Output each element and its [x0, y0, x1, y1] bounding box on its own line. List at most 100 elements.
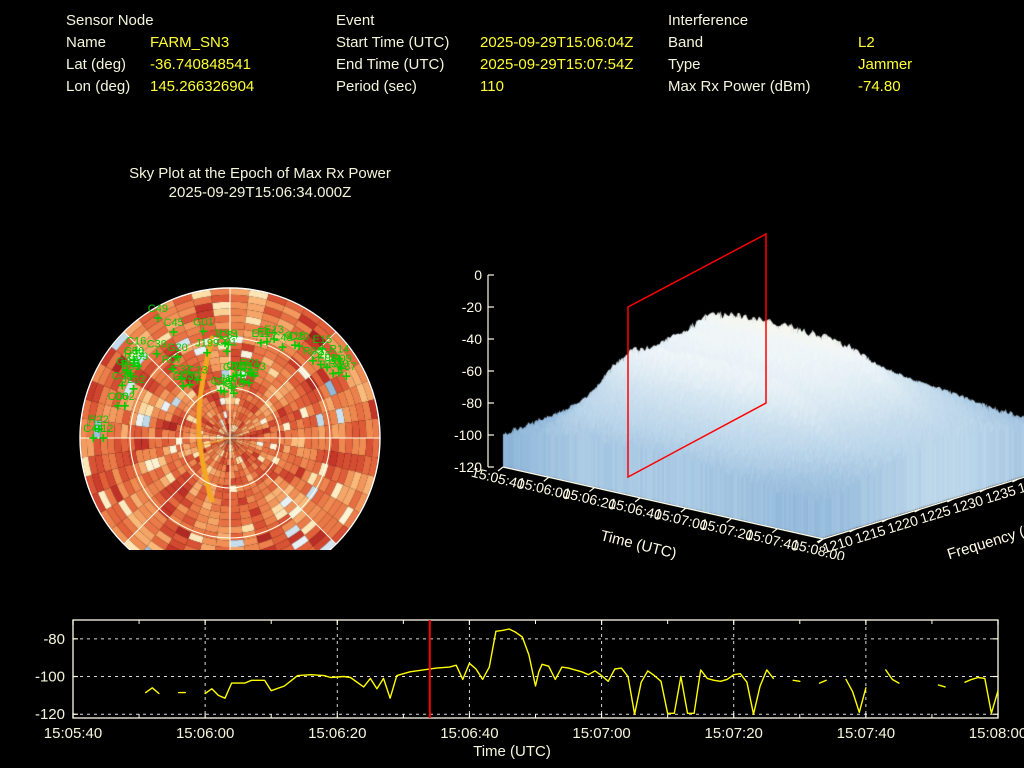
svg-text:15:05:40: 15:05:40 [44, 725, 102, 742]
sky-plot-canvas-wrap[interactable]: C45 G01 J19S E15 G20 E11 E04 R04 C09 C35 G07 C30 C16… [60, 220, 460, 550]
svg-text:C30: C30 [124, 345, 144, 357]
svg-text:J193: J193 [242, 361, 266, 373]
svg-text:-120: -120 [454, 459, 482, 475]
svg-text:G20: G20 [167, 342, 188, 354]
svg-text:-80: -80 [462, 395, 482, 411]
header-key: Period (sec) [336, 78, 417, 95]
svg-text:R04: R04 [121, 359, 141, 371]
svg-text:C48: C48 [272, 332, 292, 344]
svg-text:-120: -120 [35, 706, 65, 723]
svg-text:C20: C20 [289, 331, 309, 343]
svg-text:C39: C39 [147, 339, 167, 351]
svg-text:G18: G18 [224, 378, 245, 390]
svg-text:15:07:40: 15:07:40 [837, 725, 895, 742]
svg-text:C03: C03 [227, 360, 247, 372]
svg-text:-100: -100 [454, 427, 482, 443]
header-column-event: Event Start Time (UTC) 2025-09-29T15:06:… [336, 10, 633, 98]
waterfall-surface [420, 160, 1024, 560]
header-key: End Time (UTC) [336, 56, 445, 73]
power-plot-canvas [0, 575, 1024, 768]
svg-text:C06: C06 [108, 391, 128, 403]
svg-text:C08: C08 [211, 376, 231, 388]
svg-text:Frequency (MHz): Frequency (MHz) [945, 513, 1024, 560]
header-column-interference: Interference Band L2 Type Jammer Max Rx … [668, 10, 912, 98]
svg-text:-40: -40 [462, 331, 482, 347]
header-row: Lat (deg) -36.740848541 [66, 54, 251, 76]
svg-text:1225: 1225 [918, 502, 953, 526]
svg-text:E13: E13 [264, 324, 284, 336]
header-value: 2025-09-29T15:07:54Z [480, 56, 634, 73]
header-value: 145.266326904 [150, 78, 255, 95]
header-key: Type [668, 56, 701, 73]
svg-text:C34: C34 [218, 330, 238, 342]
svg-text:-60: -60 [462, 363, 482, 379]
svg-text:C45: C45 [164, 317, 184, 329]
svg-text:R23: R23 [124, 348, 144, 360]
svg-text:R14: R14 [329, 344, 349, 356]
sky-plot-panel: Sky Plot at the Epoch of Max Rx Power 20… [60, 160, 460, 560]
svg-text:G03: G03 [173, 371, 194, 383]
header-group-title: Interference [668, 12, 749, 29]
svg-text:-20: -20 [462, 299, 482, 315]
svg-text:E15: E15 [313, 334, 333, 346]
header-value: -36.740848541 [150, 56, 251, 73]
svg-text:-80: -80 [43, 631, 65, 648]
svg-text:C32: C32 [172, 363, 192, 375]
svg-text:G04: G04 [223, 361, 244, 373]
header-key: Name [66, 34, 107, 51]
svg-text:G07: G07 [116, 356, 137, 368]
svg-text:-100: -100 [35, 669, 65, 686]
waterfall-plot-panel: Waterfall Plot PSD (dBm) 0-20-40-60-80-1… [420, 160, 1024, 560]
svg-text:C49: C49 [148, 303, 168, 315]
svg-text:R05: R05 [303, 346, 323, 358]
header-key: Lon (deg) [66, 78, 131, 95]
header-row: Period (sec) 110 [336, 76, 504, 98]
svg-text:15:07:00: 15:07:00 [572, 725, 630, 742]
svg-text:1215: 1215 [853, 522, 888, 546]
power-x-axis-label: Time (UTC) [473, 743, 551, 760]
header-row: Start Time (UTC) 2025-09-29T15:06:04Z [336, 32, 633, 54]
header-value: Jammer [858, 56, 913, 73]
svg-text:R22: R22 [89, 414, 109, 426]
svg-text:R07: R07 [162, 354, 182, 366]
svg-text:15:08:00: 15:08:00 [969, 725, 1024, 742]
svg-text:1220: 1220 [885, 512, 920, 536]
svg-text:J199: J199 [195, 338, 219, 350]
sky-plot-subtitle: 2025-09-29T15:06:34.000Z [168, 184, 352, 201]
header-row: Type Jammer [668, 54, 912, 76]
svg-text:15:06:20: 15:06:20 [308, 725, 366, 742]
svg-text:C12: C12 [93, 423, 113, 435]
svg-text:J19S: J19S [212, 328, 237, 340]
header-row: Band L2 [668, 32, 875, 54]
svg-text:G16: G16 [285, 330, 306, 342]
svg-text:C16: C16 [126, 335, 146, 347]
sky-plot-title: Sky Plot at the Epoch of Max Rx Power [129, 165, 391, 182]
header-row: Lon (deg) 145.266326904 [66, 76, 254, 98]
header-value: L2 [858, 34, 875, 51]
svg-text:15:06:00: 15:06:00 [176, 725, 234, 742]
header-value: -74.80 [858, 78, 901, 95]
svg-text:C26: C26 [311, 350, 331, 362]
svg-text:1240: 1240 [1016, 472, 1024, 496]
header-value: 2025-09-29T15:06:04Z [480, 34, 634, 51]
power-plot-overlay[interactable]: -80 -100 -120 15:05:40 15:06:00 15:06:20 15:06… [0, 575, 1024, 768]
svg-text:E33: E33 [121, 361, 141, 373]
svg-text:G01: G01 [193, 316, 214, 328]
svg-text:0: 0 [474, 267, 482, 283]
header-key: Start Time (UTC) [336, 34, 450, 51]
sky-plot-heatmap [60, 220, 460, 550]
header-key: Max Rx Power (dBm) [668, 78, 811, 95]
header-group-title: Event [336, 12, 375, 29]
svg-text:15:07:20: 15:07:20 [705, 725, 763, 742]
header-column-sensor-node: Sensor Node Name FARM_SN3 Lat (deg) -36.… [66, 10, 254, 98]
header-key: Band [668, 34, 704, 51]
svg-text:E08: E08 [317, 352, 337, 364]
svg-text:E04: E04 [257, 327, 277, 339]
svg-text:C37: C37 [336, 361, 356, 373]
svg-text:E11: E11 [252, 328, 271, 340]
svg-text:Time (UTC): Time (UTC) [599, 527, 679, 560]
svg-text:R21: R21 [240, 358, 260, 370]
svg-text:1235: 1235 [983, 482, 1018, 506]
waterfall-axes-overlay: 0-20-40-60-80-100-12015:05:4015:06:0015:… [454, 232, 1024, 560]
